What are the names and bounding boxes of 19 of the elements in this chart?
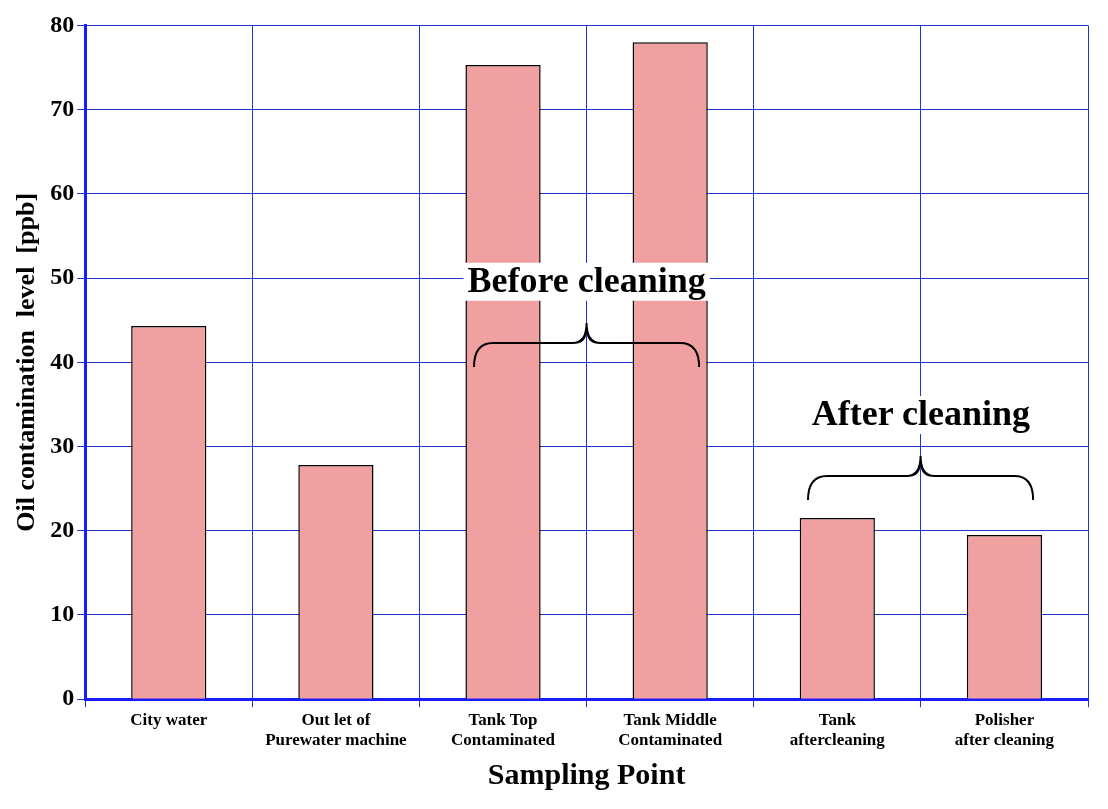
y-tick-label: 50 bbox=[50, 263, 75, 290]
annotation: After cleaning bbox=[811, 393, 1031, 434]
y-tick-label: 0 bbox=[62, 684, 75, 711]
x-tick-label: Polisher after cleaning bbox=[954, 709, 1055, 750]
x-tick-label: Tank aftercleaning bbox=[789, 709, 886, 750]
y-axis-title: Oil contamination level [ppb] bbox=[11, 192, 41, 532]
y-tick-label: 80 bbox=[50, 10, 75, 37]
annotation: Before cleaning bbox=[467, 260, 706, 301]
y-tick-label: 10 bbox=[50, 600, 75, 627]
y-tick-label: 30 bbox=[50, 431, 75, 458]
y-tick-label: 40 bbox=[50, 347, 75, 374]
x-tick-label: City water bbox=[130, 709, 208, 729]
x-tick-label: Tank Middle Contaminated bbox=[618, 709, 723, 750]
x-tick-label: Out let of Purewater machine bbox=[265, 709, 408, 750]
y-tick-label: 20 bbox=[50, 515, 75, 542]
x-axis-title: Sampling Point bbox=[487, 756, 686, 790]
x-tick-label: Tank Top Contaminated bbox=[451, 709, 556, 750]
y-tick-label: 60 bbox=[50, 179, 75, 206]
y-tick-label: 70 bbox=[50, 94, 75, 121]
